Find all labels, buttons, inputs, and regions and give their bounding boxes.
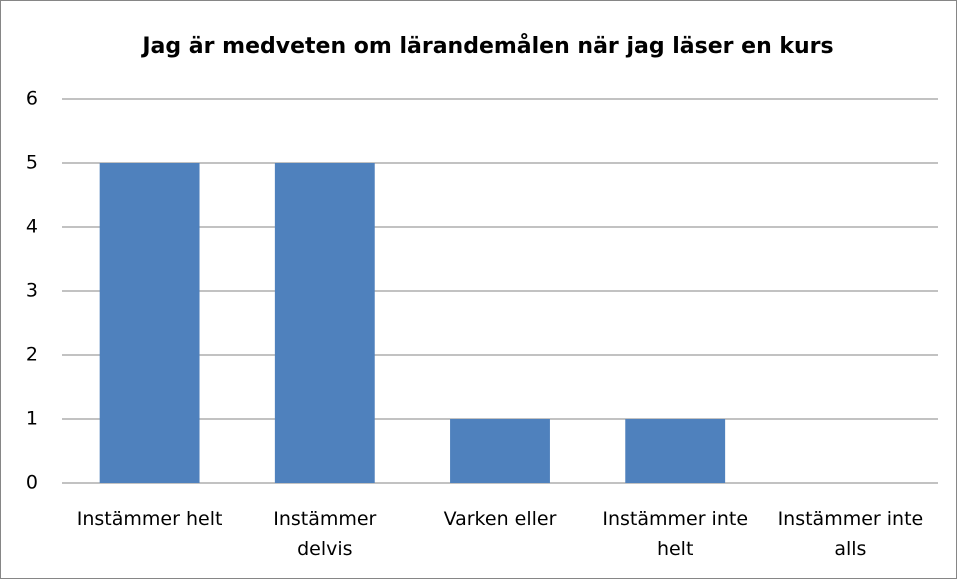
x-tick-label: Varken eller — [444, 508, 557, 530]
y-tick-label: 3 — [26, 280, 38, 302]
y-tick-label: 4 — [26, 216, 38, 238]
x-tick-label: Instämmer delvis — [273, 508, 376, 560]
bar — [99, 163, 200, 483]
y-tick-label: 2 — [26, 344, 38, 366]
y-tick-label: 1 — [26, 408, 38, 430]
bar — [625, 419, 726, 483]
bar — [274, 163, 375, 483]
x-tick-label: Instämmer inte helt — [602, 508, 748, 560]
x-tick-label: Instämmer helt — [77, 508, 223, 530]
chart-title: Jag är medveten om lärandemålen när jag … — [140, 33, 833, 59]
x-tick-label: Instämmer inte alls — [778, 508, 924, 560]
y-tick-label: 0 — [26, 472, 38, 494]
y-tick-label: 5 — [26, 152, 38, 174]
bar — [450, 419, 550, 483]
y-tick-label: 6 — [26, 88, 38, 110]
